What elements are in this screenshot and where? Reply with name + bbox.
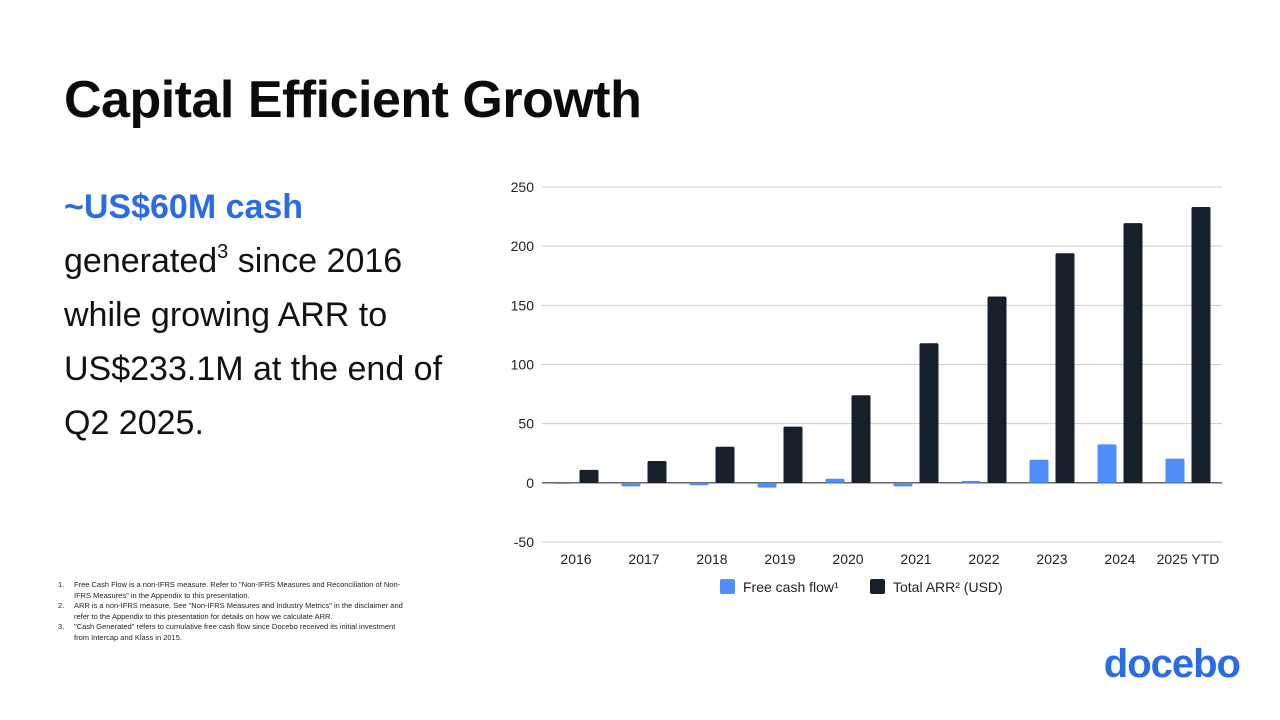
footnote-number: 3.: [58, 622, 65, 631]
arr-bar: [647, 460, 667, 483]
arr-bar: [1055, 253, 1075, 483]
footnote-2: 2. ARR is a non-IFRS measure. See "Non-IF…: [58, 601, 408, 622]
y-tick-label: 250: [511, 179, 535, 195]
arr-bar: [851, 395, 871, 483]
arr-bar: [715, 446, 735, 483]
legend-swatch-fcf: [720, 579, 735, 594]
footnote-text: ARR is a non-IFRS measure. See "Non-IFRS…: [74, 601, 403, 621]
footnote-3: 3. "Cash Generated" refers to cumulative …: [58, 622, 408, 643]
x-tick-label: 2021: [900, 551, 931, 567]
footnote-1: 1. Free Cash Flow is a non-IFRS measure. …: [58, 580, 408, 601]
legend-label-arr: Total ARR² (USD): [893, 579, 1003, 595]
y-tick-label: 150: [511, 297, 535, 313]
footnote-number: 2.: [58, 601, 65, 610]
fcf-bar: [757, 482, 777, 488]
slide-title: Capital Efficient Growth: [64, 71, 642, 129]
headline-accent: ~US$60M cash: [64, 188, 304, 226]
arr-bar: [1191, 206, 1211, 483]
y-tick-label: 200: [511, 238, 535, 254]
footnotes: 1. Free Cash Flow is a non-IFRS measure. …: [58, 580, 408, 643]
x-tick-label: 2018: [696, 551, 727, 567]
legend-swatch-arr: [870, 579, 885, 594]
x-tick-label: 2019: [764, 551, 795, 567]
fcf-bar: [1097, 444, 1117, 483]
fcf-bar: [689, 482, 709, 486]
fcf-bar: [1029, 459, 1049, 483]
x-tick-label: 2023: [1036, 551, 1067, 567]
x-tick-label: 2017: [628, 551, 659, 567]
footnote-text: Free Cash Flow is a non-IFRS measure. Re…: [74, 580, 401, 600]
headline-part2: since 2016 while growing ARR to US$233.1…: [64, 242, 443, 442]
arr-bar: [919, 343, 939, 483]
x-tick-label: 2020: [832, 551, 863, 567]
x-tick-label: 2024: [1104, 551, 1135, 567]
x-tick-label: 2022: [968, 551, 999, 567]
fcf-bar: [621, 482, 641, 487]
y-tick-label: -50: [514, 534, 534, 550]
arr-fcf-bar-chart: 250 200 150 100 50 0 -50 2016 2017 2018 2019 2020 20…: [511, 179, 1222, 595]
headline-text: ~US$60M cash generated3 since 2016 while …: [64, 180, 474, 450]
fcf-bar: [893, 482, 913, 487]
fcf-bar: [825, 478, 845, 483]
legend-label-fcf: Free cash flow¹: [743, 579, 839, 595]
docebo-logo: docebo: [1103, 642, 1241, 686]
arr-bar: [1123, 223, 1143, 483]
arr-bar: [987, 296, 1007, 483]
footnote-text: "Cash Generated" refers to cumulative fr…: [74, 622, 396, 642]
arr-bar: [783, 426, 803, 483]
footnote-number: 1.: [58, 580, 65, 589]
headline-footnote-ref: 3: [217, 241, 229, 263]
y-tick-label: 0: [526, 475, 534, 491]
x-tick-label: 2016: [560, 551, 591, 567]
fcf-bar: [1165, 458, 1185, 483]
x-tick-label: 2025 YTD: [1157, 551, 1220, 567]
arr-bar: [579, 469, 599, 483]
headline-part1: generated: [64, 242, 218, 280]
y-tick-label: 100: [511, 357, 535, 373]
y-tick-label: 50: [518, 416, 534, 432]
fcf-bar: [961, 481, 981, 483]
fcf-bar: [553, 482, 573, 484]
